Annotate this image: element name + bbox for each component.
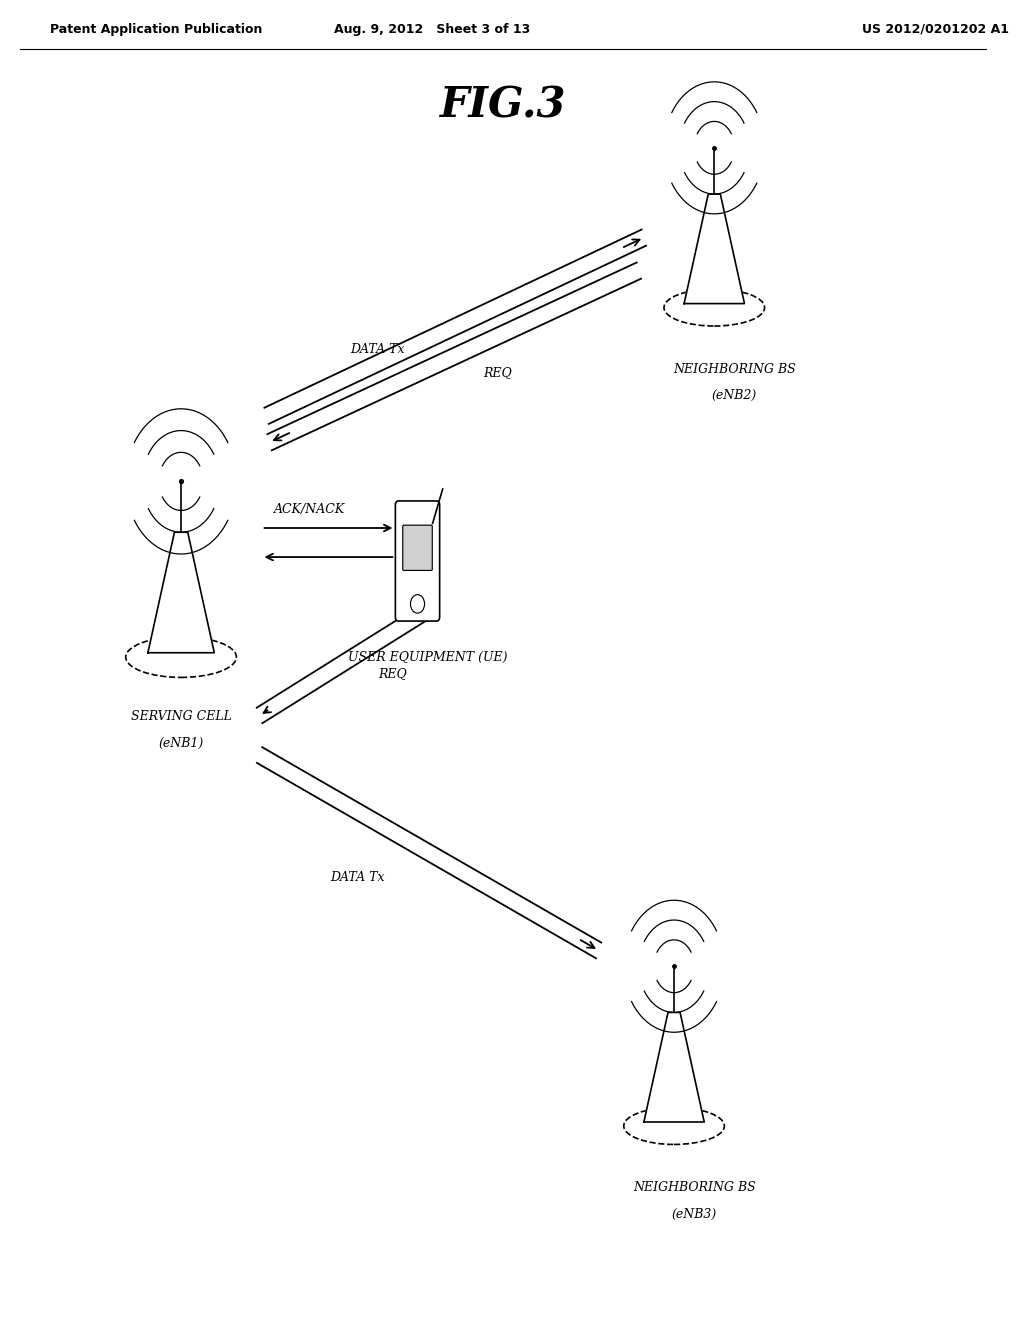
FancyBboxPatch shape	[402, 525, 432, 570]
Text: Patent Application Publication: Patent Application Publication	[50, 22, 263, 36]
Text: SERVING CELL: SERVING CELL	[131, 710, 231, 723]
Text: (eNB1): (eNB1)	[159, 737, 204, 750]
Text: (eNB3): (eNB3)	[672, 1208, 717, 1221]
Text: REQ: REQ	[483, 366, 512, 379]
Text: FIG.3: FIG.3	[439, 84, 566, 127]
Text: US 2012/0201202 A1: US 2012/0201202 A1	[862, 22, 1009, 36]
Polygon shape	[147, 532, 214, 652]
Polygon shape	[644, 1012, 705, 1122]
Text: Aug. 9, 2012   Sheet 3 of 13: Aug. 9, 2012 Sheet 3 of 13	[335, 22, 530, 36]
FancyBboxPatch shape	[395, 502, 439, 622]
Text: DATA Tx: DATA Tx	[330, 871, 384, 884]
Text: NEIGHBORING BS: NEIGHBORING BS	[673, 363, 796, 376]
Text: NEIGHBORING BS: NEIGHBORING BS	[633, 1181, 756, 1195]
Text: USER EQUIPMENT (UE): USER EQUIPMENT (UE)	[348, 651, 507, 664]
Circle shape	[411, 594, 425, 612]
Text: ACK/NACK: ACK/NACK	[274, 503, 345, 516]
Polygon shape	[684, 194, 744, 304]
Text: REQ: REQ	[378, 667, 407, 680]
Text: DATA Tx: DATA Tx	[350, 343, 404, 356]
Text: (eNB2): (eNB2)	[712, 389, 757, 403]
